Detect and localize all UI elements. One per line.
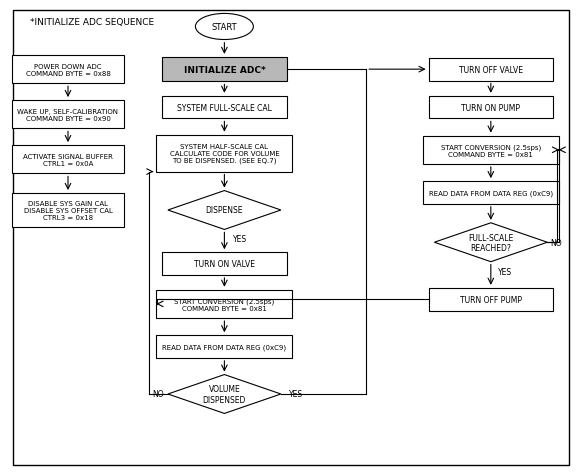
Text: YES: YES [233, 235, 247, 243]
Text: WAKE UP, SELF-CALIBRATION
COMMAND BYTE = 0x90: WAKE UP, SELF-CALIBRATION COMMAND BYTE =… [17, 109, 119, 121]
Polygon shape [168, 191, 281, 230]
Bar [428, 97, 553, 119]
Text: START: START [212, 23, 237, 32]
Polygon shape [434, 223, 547, 262]
Bar [12, 194, 125, 228]
Text: *INITIALIZE ADC SEQUENCE: *INITIALIZE ADC SEQUENCE [30, 18, 154, 27]
Bar [157, 290, 292, 318]
Bar [162, 58, 287, 82]
Text: READ DATA FROM DATA REG (0xC9): READ DATA FROM DATA REG (0xC9) [162, 344, 286, 350]
Text: POWER DOWN ADC
COMMAND BYTE = 0x88: POWER DOWN ADC COMMAND BYTE = 0x88 [26, 63, 111, 77]
Text: READ DATA FROM DATA REG (0xC9): READ DATA FROM DATA REG (0xC9) [429, 190, 553, 196]
Bar [162, 253, 287, 276]
Bar [12, 101, 125, 129]
Text: YES: YES [289, 390, 303, 399]
Text: ACTIVATE SIGNAL BUFFER
CTRL1 = 0x0A: ACTIVATE SIGNAL BUFFER CTRL1 = 0x0A [23, 153, 113, 167]
Bar [157, 336, 292, 358]
Text: TURN OFF VALVE: TURN OFF VALVE [459, 66, 523, 75]
Ellipse shape [196, 14, 253, 40]
Text: DISPENSE: DISPENSE [205, 206, 243, 215]
Text: SYSTEM HALF-SCALE CAL
CALCULATE CODE FOR VOLUME
TO BE DISPENSED. (SEE EQ.7): SYSTEM HALF-SCALE CAL CALCULATE CODE FOR… [169, 144, 279, 164]
Text: YES: YES [498, 268, 513, 277]
Text: DISABLE SYS GAIN CAL
DISABLE SYS OFFSET CAL
CTRL3 = 0x18: DISABLE SYS GAIN CAL DISABLE SYS OFFSET … [23, 200, 112, 220]
Text: START CONVERSION (2.5sps)
COMMAND BYTE = 0x81: START CONVERSION (2.5sps) COMMAND BYTE =… [174, 298, 275, 311]
Bar [12, 146, 125, 174]
Text: INITIALIZE ADC*: INITIALIZE ADC* [183, 66, 265, 75]
Text: NO: NO [152, 390, 164, 399]
Bar [162, 97, 287, 119]
Bar [428, 288, 553, 311]
Bar [423, 182, 559, 204]
Text: TURN OFF PUMP: TURN OFF PUMP [460, 295, 522, 304]
Bar [157, 135, 292, 172]
Polygon shape [168, 375, 281, 414]
Text: START CONVERSION (2.5sps)
COMMAND BYTE = 0x81: START CONVERSION (2.5sps) COMMAND BYTE =… [441, 144, 541, 157]
Text: NO: NO [550, 238, 562, 247]
Text: TURN ON PUMP: TURN ON PUMP [462, 103, 520, 112]
Bar [12, 56, 125, 84]
Text: TURN ON VALVE: TURN ON VALVE [194, 259, 255, 268]
Text: VOLUME
DISPENSED: VOLUME DISPENSED [203, 385, 246, 404]
Text: SYSTEM FULL-SCALE CAL: SYSTEM FULL-SCALE CAL [177, 103, 272, 112]
Bar [428, 59, 553, 81]
Text: FULL-SCALE
REACHED?: FULL-SCALE REACHED? [468, 233, 513, 252]
Bar [423, 136, 559, 165]
